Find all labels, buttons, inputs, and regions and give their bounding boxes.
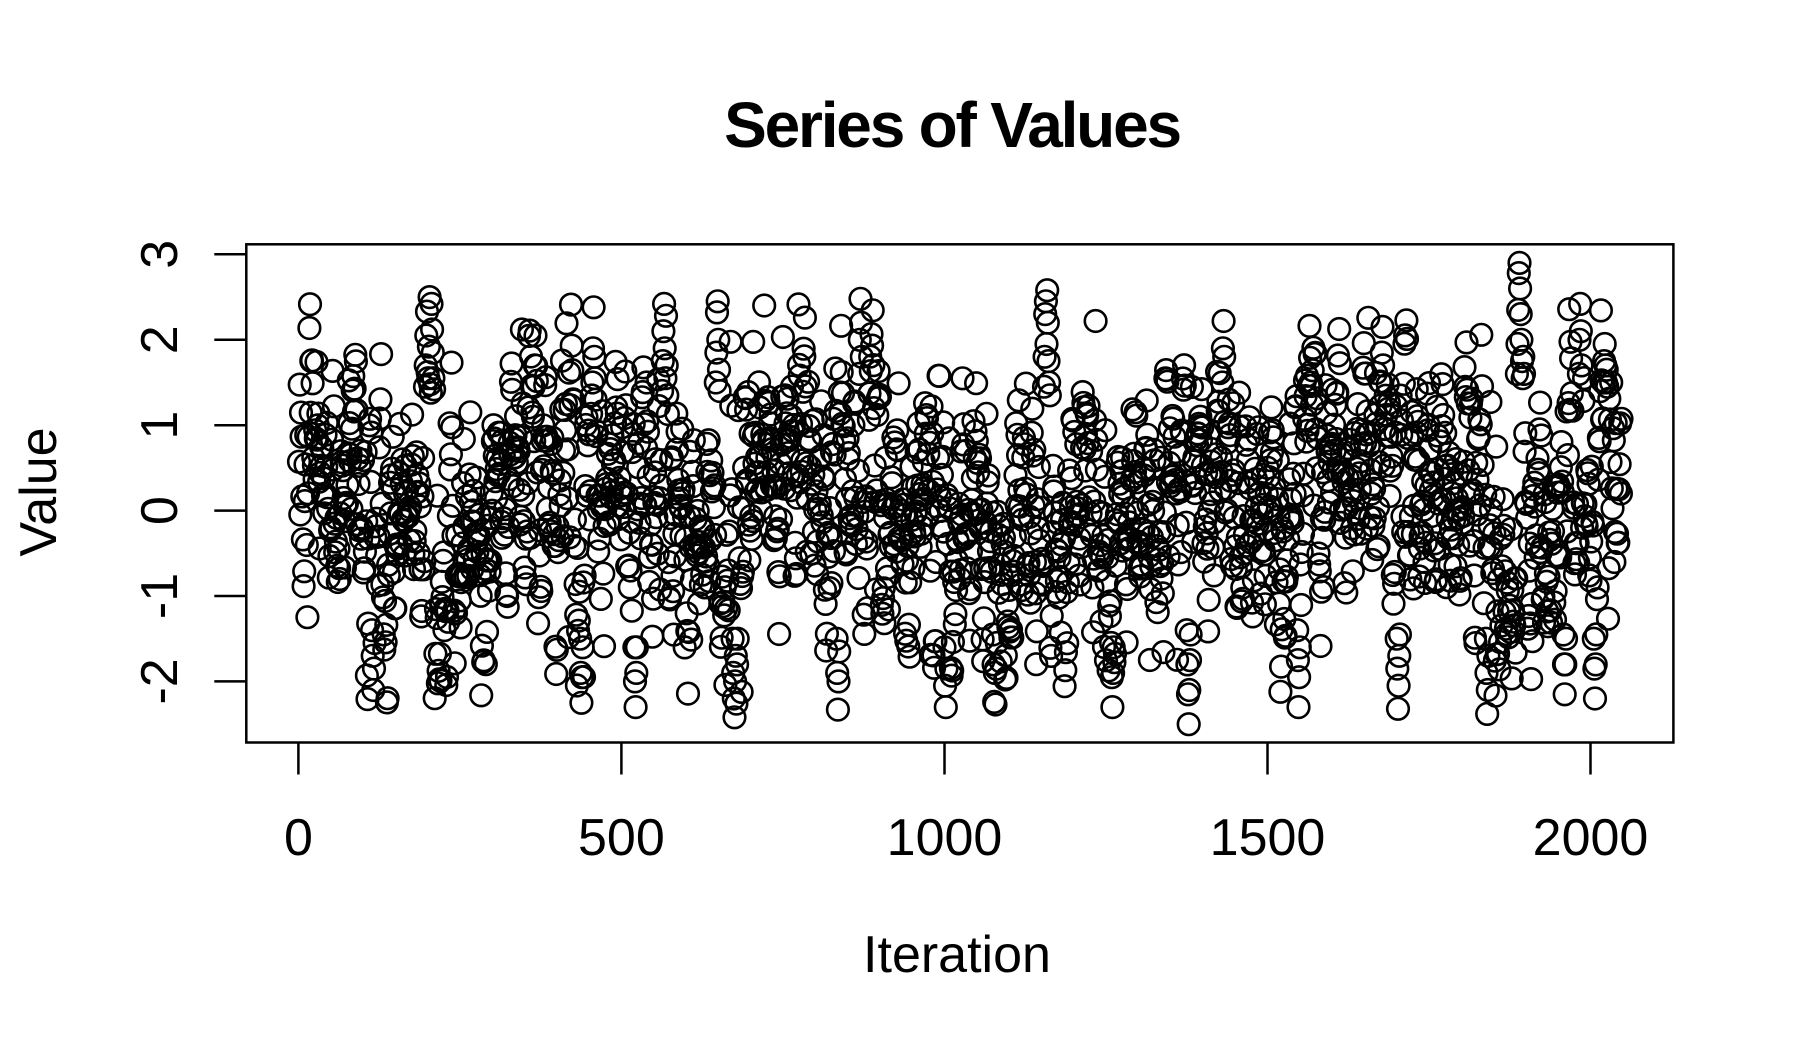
- svg-text:500: 500: [578, 809, 665, 867]
- svg-text:2000: 2000: [1533, 809, 1649, 867]
- svg-text:3: 3: [131, 240, 189, 269]
- svg-text:Iteration: Iteration: [863, 926, 1051, 984]
- svg-text:Value: Value: [10, 427, 68, 556]
- svg-text:2: 2: [131, 325, 189, 354]
- svg-text:0: 0: [131, 496, 189, 525]
- svg-text:1000: 1000: [887, 809, 1003, 867]
- svg-text:-1: -1: [131, 573, 189, 619]
- svg-text:0: 0: [284, 809, 313, 867]
- svg-text:1: 1: [131, 411, 189, 440]
- svg-text:-2: -2: [131, 658, 189, 704]
- svg-text:1500: 1500: [1210, 809, 1326, 867]
- svg-text:Series of Values: Series of Values: [724, 89, 1180, 161]
